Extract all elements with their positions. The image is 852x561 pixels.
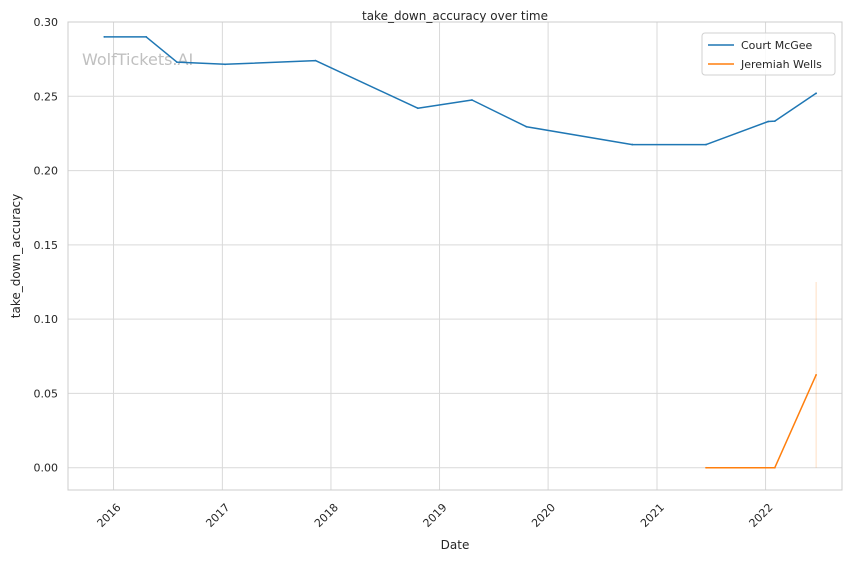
x-tick-label: 2018 xyxy=(312,501,341,530)
data-point-court-mcgee xyxy=(525,125,528,128)
data-point-court-mcgee xyxy=(224,63,226,66)
x-tick-label: 2020 xyxy=(529,501,558,530)
x-tick-label: 2017 xyxy=(203,501,232,530)
data-point-court-mcgee xyxy=(705,143,707,146)
y-tick-label: 0.05 xyxy=(34,387,59,400)
data-point-court-mcgee xyxy=(416,107,419,110)
x-tick-label: 2016 xyxy=(95,501,124,530)
legend-box xyxy=(701,32,836,76)
series-layer xyxy=(103,35,818,469)
y-tick-label: 0.25 xyxy=(34,90,59,103)
x-tick-label: 2019 xyxy=(421,501,450,530)
data-point-court-mcgee xyxy=(815,92,818,95)
plot-background xyxy=(68,22,842,490)
y-tick-label: 0.15 xyxy=(34,239,59,252)
y-tick-label: 0.10 xyxy=(34,313,59,326)
data-point-court-mcgee xyxy=(175,61,178,64)
data-point-court-mcgee xyxy=(773,120,776,122)
data-point-court-mcgee xyxy=(314,59,317,62)
legend: Court McGee Jeremiah Wells xyxy=(701,32,836,76)
x-axis-label: Date xyxy=(441,538,470,552)
data-point-court-mcgee xyxy=(103,35,106,38)
plot-frame xyxy=(67,21,843,491)
data-point-court-mcgee xyxy=(631,143,634,146)
y-tick-label: 0.00 xyxy=(34,462,59,475)
y-tick-label: 0.30 xyxy=(34,16,59,29)
watermark: WolfTickets.AI xyxy=(82,50,193,69)
y-tick-label: 0.20 xyxy=(34,165,59,178)
x-tick-label: 2021 xyxy=(638,501,667,530)
data-point-jeremiah-wells xyxy=(815,373,818,376)
x-axis-ticks: 2016 2017 2018 2019 2020 2021 2022 xyxy=(95,501,776,530)
y-axis-label: take_down_accuracy xyxy=(9,194,23,318)
data-point-jeremiah-wells xyxy=(705,466,707,469)
data-point-court-mcgee xyxy=(471,99,473,101)
data-point-jeremiah-wells xyxy=(773,466,776,469)
chart-title: take_down_accuracy over time xyxy=(362,9,548,23)
data-point-court-mcgee xyxy=(767,120,770,123)
legend-label-court-mcgee: Court McGee xyxy=(741,39,813,52)
legend-label-jeremiah-wells: Jeremiah Wells xyxy=(740,58,822,71)
data-point-court-mcgee xyxy=(145,35,148,38)
y-axis-ticks: 0.00 0.05 0.10 0.15 0.20 0.25 0.30 xyxy=(34,16,59,475)
x-tick-label: 2022 xyxy=(747,501,776,530)
